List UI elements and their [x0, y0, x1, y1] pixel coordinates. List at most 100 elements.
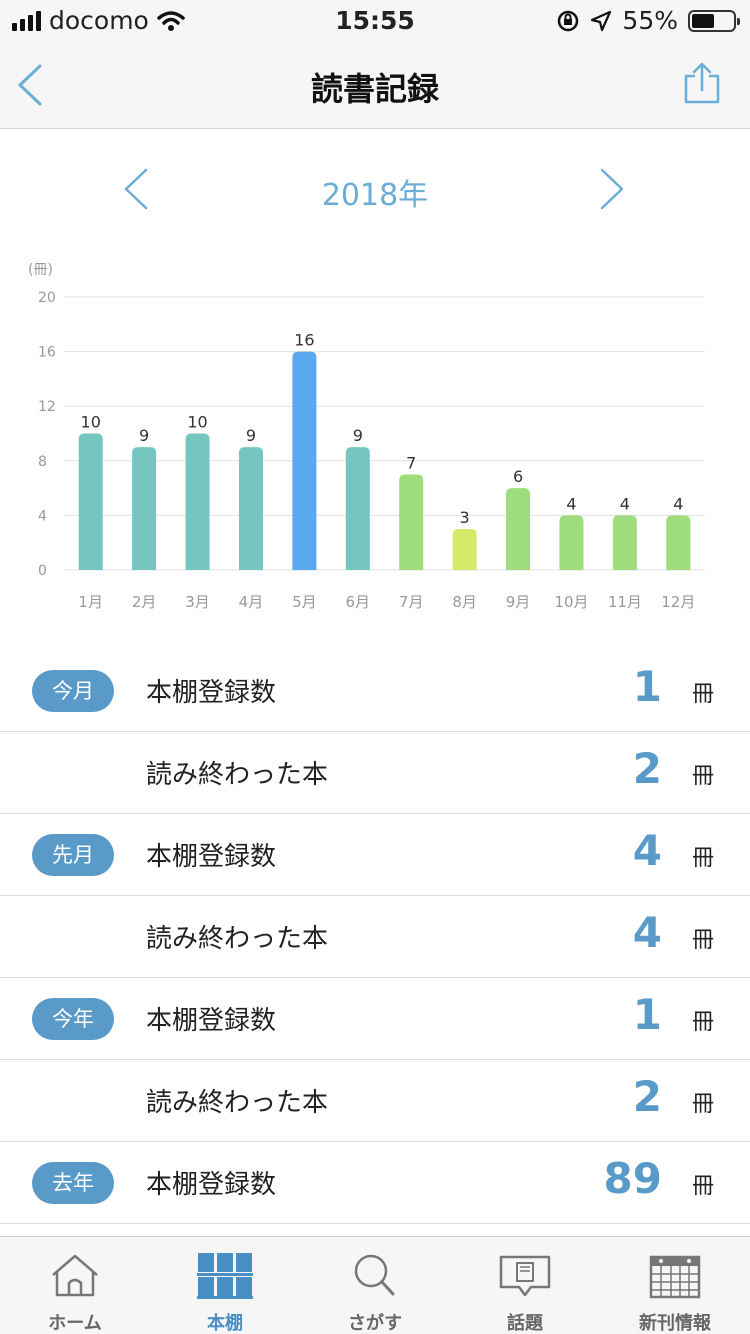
wifi-icon [157, 10, 185, 31]
stats-row: 読み終わった本 4 冊 [0, 896, 750, 978]
tab-bar: ホーム 本棚 さがす 話題 新刊情報 [0, 1236, 750, 1334]
chart-data-label: 4 [566, 494, 576, 513]
period-badge: 去年 [32, 1162, 114, 1204]
previous-year-button[interactable] [120, 166, 154, 212]
status-right: 55% [556, 6, 740, 35]
stats-label: 本棚登録数 [146, 842, 277, 872]
stats-unit: 冊 [691, 1092, 714, 1117]
chart-y-tick-label: 0 [38, 563, 47, 579]
chart-y-tick-label: 20 [38, 290, 56, 306]
top-bar: docomo 15:55 55% 読書記録 [0, 0, 750, 129]
chart-x-tick-label: 1月 [78, 593, 103, 611]
chart-x-tick-label: 12月 [661, 593, 695, 611]
chart-bar [292, 351, 317, 570]
tab-label: 新刊情報 [639, 1313, 711, 1334]
chart-data-label: 4 [620, 494, 630, 513]
chart-x-tick-label: 9月 [506, 593, 531, 611]
stats-label: 本棚登録数 [146, 678, 277, 708]
chart-data-label: 9 [353, 426, 363, 445]
stats-value: 2 [632, 1072, 662, 1121]
year-selector: 2018年 [0, 160, 750, 220]
back-icon[interactable] [12, 62, 52, 108]
chart-y-tick-label: 8 [38, 454, 47, 470]
chart-bar [666, 515, 691, 570]
stats-label: 読み終わった本 [146, 1088, 329, 1118]
period-badge: 先月 [32, 834, 114, 876]
chart-bar [185, 433, 210, 570]
signal-icon [12, 10, 41, 31]
period-badge: 今年 [32, 998, 114, 1040]
chart-x-tick-label: 11月 [608, 593, 642, 611]
chart-bar [399, 474, 424, 570]
battery-percent: 55% [622, 6, 678, 35]
chart-data-label: 9 [139, 426, 149, 445]
tab-search[interactable]: さがす [300, 1237, 450, 1334]
chart-x-tick-label: 3月 [185, 593, 210, 611]
chart-x-tick-label: 8月 [452, 593, 477, 611]
stats-value: 1 [632, 990, 662, 1039]
stats-label: 本棚登録数 [146, 1006, 277, 1036]
home-icon [52, 1254, 98, 1297]
search-icon [354, 1254, 395, 1296]
tab-label: ホーム [48, 1313, 102, 1334]
chart-x-tick-label: 7月 [399, 593, 424, 611]
tab-home[interactable]: ホーム [0, 1237, 150, 1334]
chart-bar [238, 447, 263, 570]
stats-unit: 冊 [691, 928, 714, 953]
chart-x-tick-label: 6月 [346, 593, 371, 611]
chart-bar [506, 488, 531, 570]
chart-data-label: 3 [460, 508, 470, 527]
tab-topics[interactable]: 話題 [450, 1237, 600, 1334]
chart-y-tick-label: 12 [38, 399, 56, 415]
stats-label: 読み終わった本 [146, 924, 329, 954]
chart-y-tick-label: 4 [38, 508, 47, 524]
chart-y-tick-label: 16 [38, 345, 56, 361]
share-icon[interactable] [682, 62, 722, 104]
topics-icon [499, 1255, 551, 1297]
chart-x-tick-label: 4月 [239, 593, 264, 611]
stats-value: 89 [603, 1154, 662, 1203]
carrier-name: docomo [49, 6, 149, 35]
stats-unit: 冊 [691, 764, 714, 789]
stats-row: 今年 本棚登録数 1 冊 [0, 978, 750, 1060]
status-bar: docomo 15:55 55% [0, 0, 750, 40]
stats-value: 2 [632, 744, 662, 793]
stats-row: 去年 本棚登録数 89 冊 [0, 1142, 750, 1224]
tab-label: さがす [348, 1313, 402, 1334]
tab-bookshelf[interactable]: 本棚 [150, 1237, 300, 1334]
stats-unit: 冊 [691, 1174, 714, 1199]
tab-label: 本棚 [207, 1313, 243, 1334]
bookshelf-icon [197, 1253, 253, 1299]
stats-unit: 冊 [691, 846, 714, 871]
chart-bar [612, 515, 637, 570]
page-title: 読書記録 [310, 70, 439, 108]
carrier-info: docomo [12, 6, 185, 35]
tab-calendar[interactable]: 新刊情報 [600, 1237, 750, 1334]
stats-row: 読み終わった本 2 冊 [0, 732, 750, 814]
chart-data-label: 10 [187, 413, 207, 432]
chart-data-label: 16 [294, 331, 314, 350]
stats-value: 4 [632, 908, 662, 957]
stats-row: 先月 本棚登録数 4 冊 [0, 814, 750, 896]
chart-x-tick-label: 5月 [292, 593, 317, 611]
chart-bar [452, 529, 477, 570]
stats-unit: 冊 [691, 682, 714, 707]
status-time: 15:55 [335, 6, 415, 35]
stats-label: 本棚登録数 [146, 1170, 277, 1200]
tab-label: 話題 [507, 1313, 543, 1334]
stats-row: 今月 本棚登録数 1 冊 [0, 650, 750, 732]
stats-label: 読み終わった本 [146, 760, 329, 790]
stats-value: 4 [632, 826, 662, 875]
calendar-icon [649, 1255, 701, 1299]
chart-data-label: 6 [513, 467, 523, 486]
year-label: 2018年 [321, 178, 429, 213]
stats-row: 読み終わった本 2 冊 [0, 1060, 750, 1142]
chart-bar [78, 433, 103, 570]
next-year-button[interactable] [594, 166, 628, 212]
chart-x-tick-label: 10月 [554, 593, 588, 611]
chart-bar [132, 447, 157, 570]
location-icon [591, 10, 612, 31]
battery-icon [688, 9, 740, 32]
chart-data-label: 9 [246, 426, 256, 445]
chart-data-label: 7 [406, 453, 416, 472]
